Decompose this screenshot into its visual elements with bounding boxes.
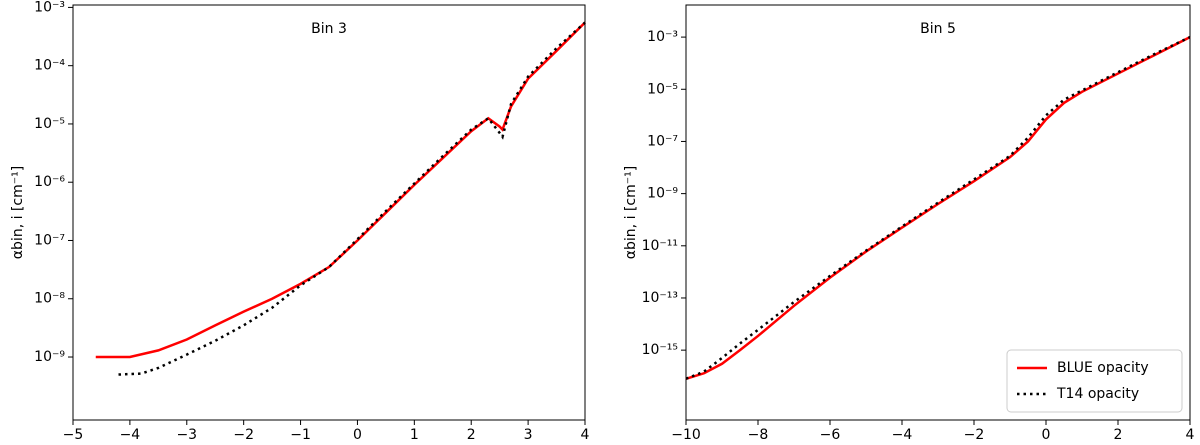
y-tick-label: 10⁻⁹ [647,186,678,202]
x-tick-label: −3 [176,427,197,443]
y-tick-label: 10⁻⁶ [34,174,65,190]
y-tick-label: 10⁻³ [647,29,678,45]
y-tick-label: 10⁻¹¹ [642,238,678,254]
x-tick-label: −4 [120,427,141,443]
x-tick-label: 0 [1042,427,1051,443]
chart-title: Bin 5 [920,21,956,37]
data-line [118,21,586,376]
x-tick-label: 2 [1114,427,1123,443]
x-tick-label: 4 [1186,427,1195,443]
legend-box [1006,349,1183,413]
y-tick-label: 10⁻⁴ [34,58,65,74]
y-tick-label: 10⁻¹³ [642,290,678,306]
x-tick-label: 4 [581,427,590,443]
legend-label: BLUE opacity [1057,360,1149,376]
data-line [685,35,1191,380]
x-tick-label: −2 [233,427,254,443]
x-tick-label: −6 [820,427,841,443]
y-tick-label: 10⁻¹⁵ [642,342,678,358]
x-tick-label: −5 [63,427,84,443]
x-tick-label: 2 [467,427,476,443]
x-tick-label: −8 [748,427,769,443]
y-tick-label: 10⁻⁵ [647,81,678,97]
x-tick-label: −2 [964,427,985,443]
y-tick-label: 10⁻⁷ [34,232,65,248]
plot-frame [685,4,1191,421]
x-tick-label: 1 [410,427,419,443]
chart-title: Bin 3 [311,21,347,37]
y-axis-label: αbin, i [cm⁻¹] [10,166,26,259]
x-tick-label: 3 [524,427,533,443]
y-tick-label: 10⁻⁸ [34,291,65,307]
y-tick-label: 10⁻³ [34,0,65,15]
y-tick-label: 10⁻⁷ [647,133,678,149]
y-tick-label: 10⁻⁵ [34,116,65,132]
x-tick-label: −4 [892,427,913,443]
legend-label: T14 opacity [1056,386,1139,402]
x-tick-label: 0 [353,427,362,443]
plot-frame [72,4,586,421]
y-tick-label: 10⁻⁹ [34,349,65,365]
y-axis-label: αbin, i [cm⁻¹] [623,166,639,259]
x-tick-label: −1 [290,427,311,443]
data-line [95,21,586,359]
x-tick-label: −10 [671,427,701,443]
